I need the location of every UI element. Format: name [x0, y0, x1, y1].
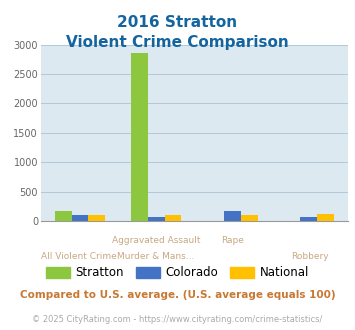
- Bar: [224, 211, 241, 221]
- Bar: [165, 215, 181, 221]
- Bar: [241, 214, 258, 221]
- Text: Rape: Rape: [221, 236, 244, 245]
- Text: Robbery: Robbery: [291, 252, 328, 261]
- Text: © 2025 CityRating.com - https://www.cityrating.com/crime-statistics/: © 2025 CityRating.com - https://www.city…: [32, 315, 323, 324]
- Text: Compared to U.S. average. (U.S. average equals 100): Compared to U.S. average. (U.S. average …: [20, 290, 335, 300]
- Text: 2016 Stratton: 2016 Stratton: [118, 15, 237, 30]
- Text: All Violent Crime: All Violent Crime: [41, 252, 117, 261]
- Text: Violent Crime Comparison: Violent Crime Comparison: [66, 35, 289, 50]
- Legend: Stratton, Colorado, National: Stratton, Colorado, National: [42, 262, 313, 284]
- Bar: [300, 217, 317, 221]
- Bar: [131, 53, 148, 221]
- Text: Aggravated Assault: Aggravated Assault: [112, 236, 200, 245]
- Bar: [148, 217, 165, 221]
- Bar: [72, 215, 88, 221]
- Bar: [55, 211, 72, 221]
- Bar: [317, 214, 334, 221]
- Bar: [88, 215, 105, 221]
- Text: Murder & Mans...: Murder & Mans...: [117, 252, 195, 261]
